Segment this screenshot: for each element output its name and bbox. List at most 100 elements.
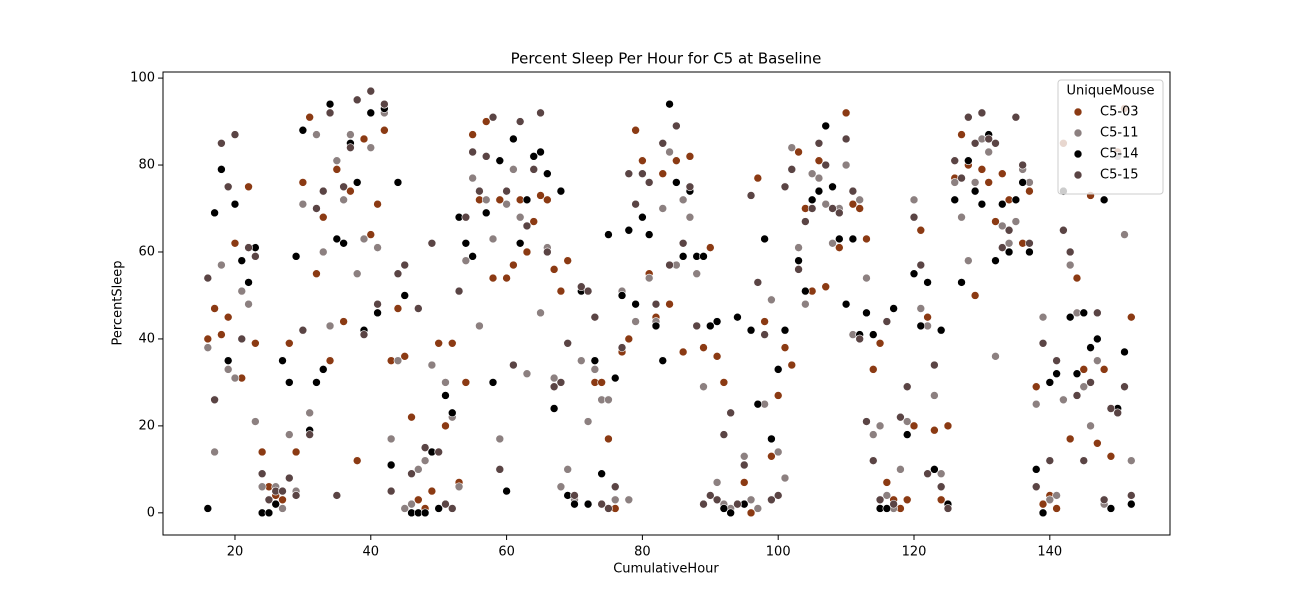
point [678,252,688,261]
point [325,356,335,365]
point [1065,434,1075,444]
point [719,504,729,513]
point [502,186,511,196]
point [1079,365,1089,374]
point [203,273,213,283]
point [712,352,722,361]
point [420,456,430,465]
point [264,495,274,505]
point [997,169,1007,179]
point [223,312,233,322]
point [257,447,267,457]
point [244,278,253,287]
point [991,256,1000,265]
point [305,430,314,439]
point [936,469,946,479]
point [814,156,824,165]
point [1120,230,1129,239]
point [549,265,559,274]
point [631,317,640,326]
point [366,108,376,118]
y-tick-label: 80 [138,158,155,173]
point [461,212,471,222]
point [685,152,695,161]
point [1045,495,1055,505]
point [984,147,993,157]
point [943,504,953,513]
point [841,299,851,309]
point [685,182,695,192]
point [604,504,613,513]
point [597,378,606,387]
point [767,452,776,461]
point [400,260,410,270]
point [692,321,702,331]
point [488,273,498,283]
point [835,243,844,252]
point [407,412,416,422]
point [780,343,790,352]
point [210,304,219,313]
point [807,204,817,213]
point [746,495,756,505]
point [325,108,335,118]
point [441,421,450,431]
point [298,325,308,335]
point [651,299,661,309]
point [1052,369,1061,379]
point [638,156,647,165]
point [1025,238,1034,248]
point [997,243,1007,252]
point [610,373,620,383]
point [386,434,396,444]
point [217,138,226,148]
point [515,212,525,222]
point [556,482,566,492]
point [515,117,525,126]
point [590,312,600,322]
point [644,273,654,283]
point [1072,273,1082,283]
point [414,495,423,505]
point [801,286,810,296]
point [210,208,219,218]
point [1126,491,1136,500]
point [373,199,382,209]
point [251,338,260,348]
point [835,208,844,218]
point [610,482,620,492]
point [835,234,844,244]
point [719,378,729,387]
point [427,486,437,496]
point [1052,356,1061,365]
point [380,99,389,109]
point [672,121,681,131]
point [495,434,505,444]
point [332,165,342,174]
point [950,178,960,187]
point [970,291,980,300]
point [665,260,674,270]
point [318,186,328,196]
point [237,256,247,265]
point [712,317,722,326]
point [536,308,545,318]
point [203,334,213,344]
point [278,356,287,365]
point [230,199,240,209]
point [570,491,579,500]
point [325,99,335,109]
point [217,260,226,270]
point [223,356,233,365]
legend-box [1057,79,1164,195]
point [556,186,566,196]
point [1093,356,1102,365]
point [1106,504,1116,513]
point [984,178,993,187]
point [658,169,668,179]
point [821,282,831,292]
point [1106,404,1116,413]
point [447,408,457,418]
point [970,178,980,187]
